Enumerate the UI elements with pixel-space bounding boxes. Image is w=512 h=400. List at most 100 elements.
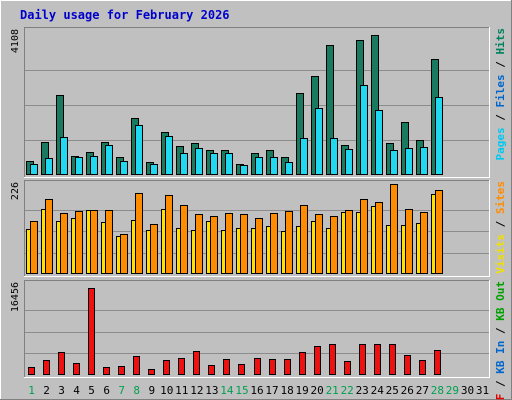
series-legend-2: Visits / Sites [494,181,507,274]
bar-sites-day-2 [45,199,53,274]
x-tick-label-day-2: 2 [43,384,50,397]
x-tick-label-day-22: 22 [341,384,354,397]
x-tick-label-day-21: 21 [326,384,339,397]
bar-kb-f-day-2 [43,360,50,375]
bar-pages-day-21 [330,138,338,175]
bar-sites-day-28 [435,190,443,274]
bar-pages-day-2 [45,158,53,175]
bar-sites-day-9 [150,224,158,274]
bar-sites-day-10 [165,195,173,274]
legend-entry: Pages [494,127,507,160]
x-tick-label-day-14: 14 [220,384,234,397]
bar-kb-f-day-3 [58,352,65,375]
bar-sites-day-23 [360,199,368,274]
bar-kb-f-day-11 [178,358,185,375]
bar-sites-day-6 [105,210,113,274]
bar-kb-f-day-5 [88,288,95,375]
legend-separator: / [494,214,507,234]
bar-kb-f-day-23 [359,344,366,375]
bar-pages-day-16 [255,157,263,175]
panel-3: 16456KB F / KB In / KB Out [10,280,507,400]
bar-sites-day-12 [195,214,203,274]
bar-pages-day-4 [75,157,83,175]
x-tick-label-day-25: 25 [386,384,399,397]
legend-entry: KB F [494,394,507,400]
bar-pages-day-18 [285,162,293,175]
legend-entry: KB Out [494,281,507,321]
bar-pages-day-6 [105,145,113,175]
bar-pages-day-26 [405,148,413,175]
bar-sites-day-20 [315,214,323,274]
bar-sites-day-11 [180,205,188,274]
x-tick-label-day-20: 20 [310,384,323,397]
legend-separator: / [494,108,507,128]
x-tick-label-day-8: 8 [133,384,140,397]
legend-entry: Sites [494,181,507,214]
x-tick-label-day-29: 29 [446,384,459,397]
bar-kb-f-day-21 [329,344,336,375]
panel-1: 4108 Pages / Files / Hits [10,27,507,178]
bar-kb-f-day-18 [284,359,291,375]
legend-entry: Visits [494,234,507,274]
bar-kb-f-day-17 [269,359,276,375]
bar-kb-f-day-6 [103,367,110,375]
bar-sites-day-27 [420,212,428,274]
bar-kb-f-day-10 [163,360,170,375]
bar-pages-day-5 [90,156,98,175]
bar-pages-day-3 [60,137,68,175]
legend-entry: KB In [494,341,507,374]
bar-pages-day-1 [30,164,38,175]
bar-sites-day-1 [30,221,38,274]
x-tick-label-day-18: 18 [280,384,293,397]
bar-kb-f-day-13 [208,365,215,375]
bar-kb-f-day-28 [434,350,441,375]
x-tick-label-day-4: 4 [73,384,80,397]
bar-kb-f-day-25 [389,344,396,375]
x-axis-labels: 1 2 3 4 5 6 7 8 9 10 11 12 13 14 15 16 17 18 19 20 21 22 23 24 2… [28,384,489,397]
bar-sites-day-7 [120,234,128,274]
bar-pages-day-20 [315,108,323,175]
bar-kb-f-day-20 [314,346,321,375]
x-tick-label-day-11: 11 [175,384,188,397]
bar-pages-day-25 [390,150,398,175]
bar-sites-day-17 [270,213,278,274]
bar-sites-day-4 [75,211,83,274]
bar-pages-day-7 [120,161,128,175]
legend-entry: Files [494,74,507,107]
bar-sites-day-14 [225,213,233,274]
x-tick-label-day-19: 19 [295,384,308,397]
bar-sites-day-24 [375,202,383,274]
bar-pages-day-14 [225,153,233,175]
x-tick-label-day-24: 24 [371,384,385,397]
bar-pages-day-28 [435,97,443,175]
x-tick-label-day-28: 28 [431,384,444,397]
bar-kb-f-day-27 [419,360,426,375]
series-legend-1: Pages / Files / Hits [494,28,507,161]
bar-pages-day-11 [180,153,188,175]
x-tick-label-day-17: 17 [265,384,278,397]
x-tick-label-day-10: 10 [160,384,173,397]
x-tick-label-day-9: 9 [148,384,155,397]
bar-sites-day-21 [330,216,338,274]
series-legend-3: KB F / KB In / KB Out [494,281,507,400]
x-tick-label-day-3: 3 [58,384,65,397]
y-max-label: 4108 [10,29,21,53]
bar-kb-f-day-4 [73,363,80,375]
bar-kb-f-day-12 [193,351,200,375]
y-max-label: 16456 [10,282,21,312]
bar-sites-day-15 [240,214,248,274]
x-tick-label-day-5: 5 [88,384,95,397]
x-tick-label-day-15: 15 [235,384,248,397]
bar-pages-day-17 [270,157,278,175]
x-tick-label-day-16: 16 [250,384,263,397]
bar-kb-f-day-15 [238,364,245,375]
x-tick-label-day-26: 26 [401,384,414,397]
x-tick-label-day-23: 23 [356,384,369,397]
bar-sites-day-8 [135,193,143,274]
x-tick-label-day-1: 1 [28,384,35,397]
bar-sites-day-13 [210,216,218,274]
bar-kb-f-day-14 [223,359,230,375]
bar-pages-day-27 [420,147,428,175]
x-tick-label-day-6: 6 [103,384,110,397]
legend-entry: Hits [494,28,507,55]
